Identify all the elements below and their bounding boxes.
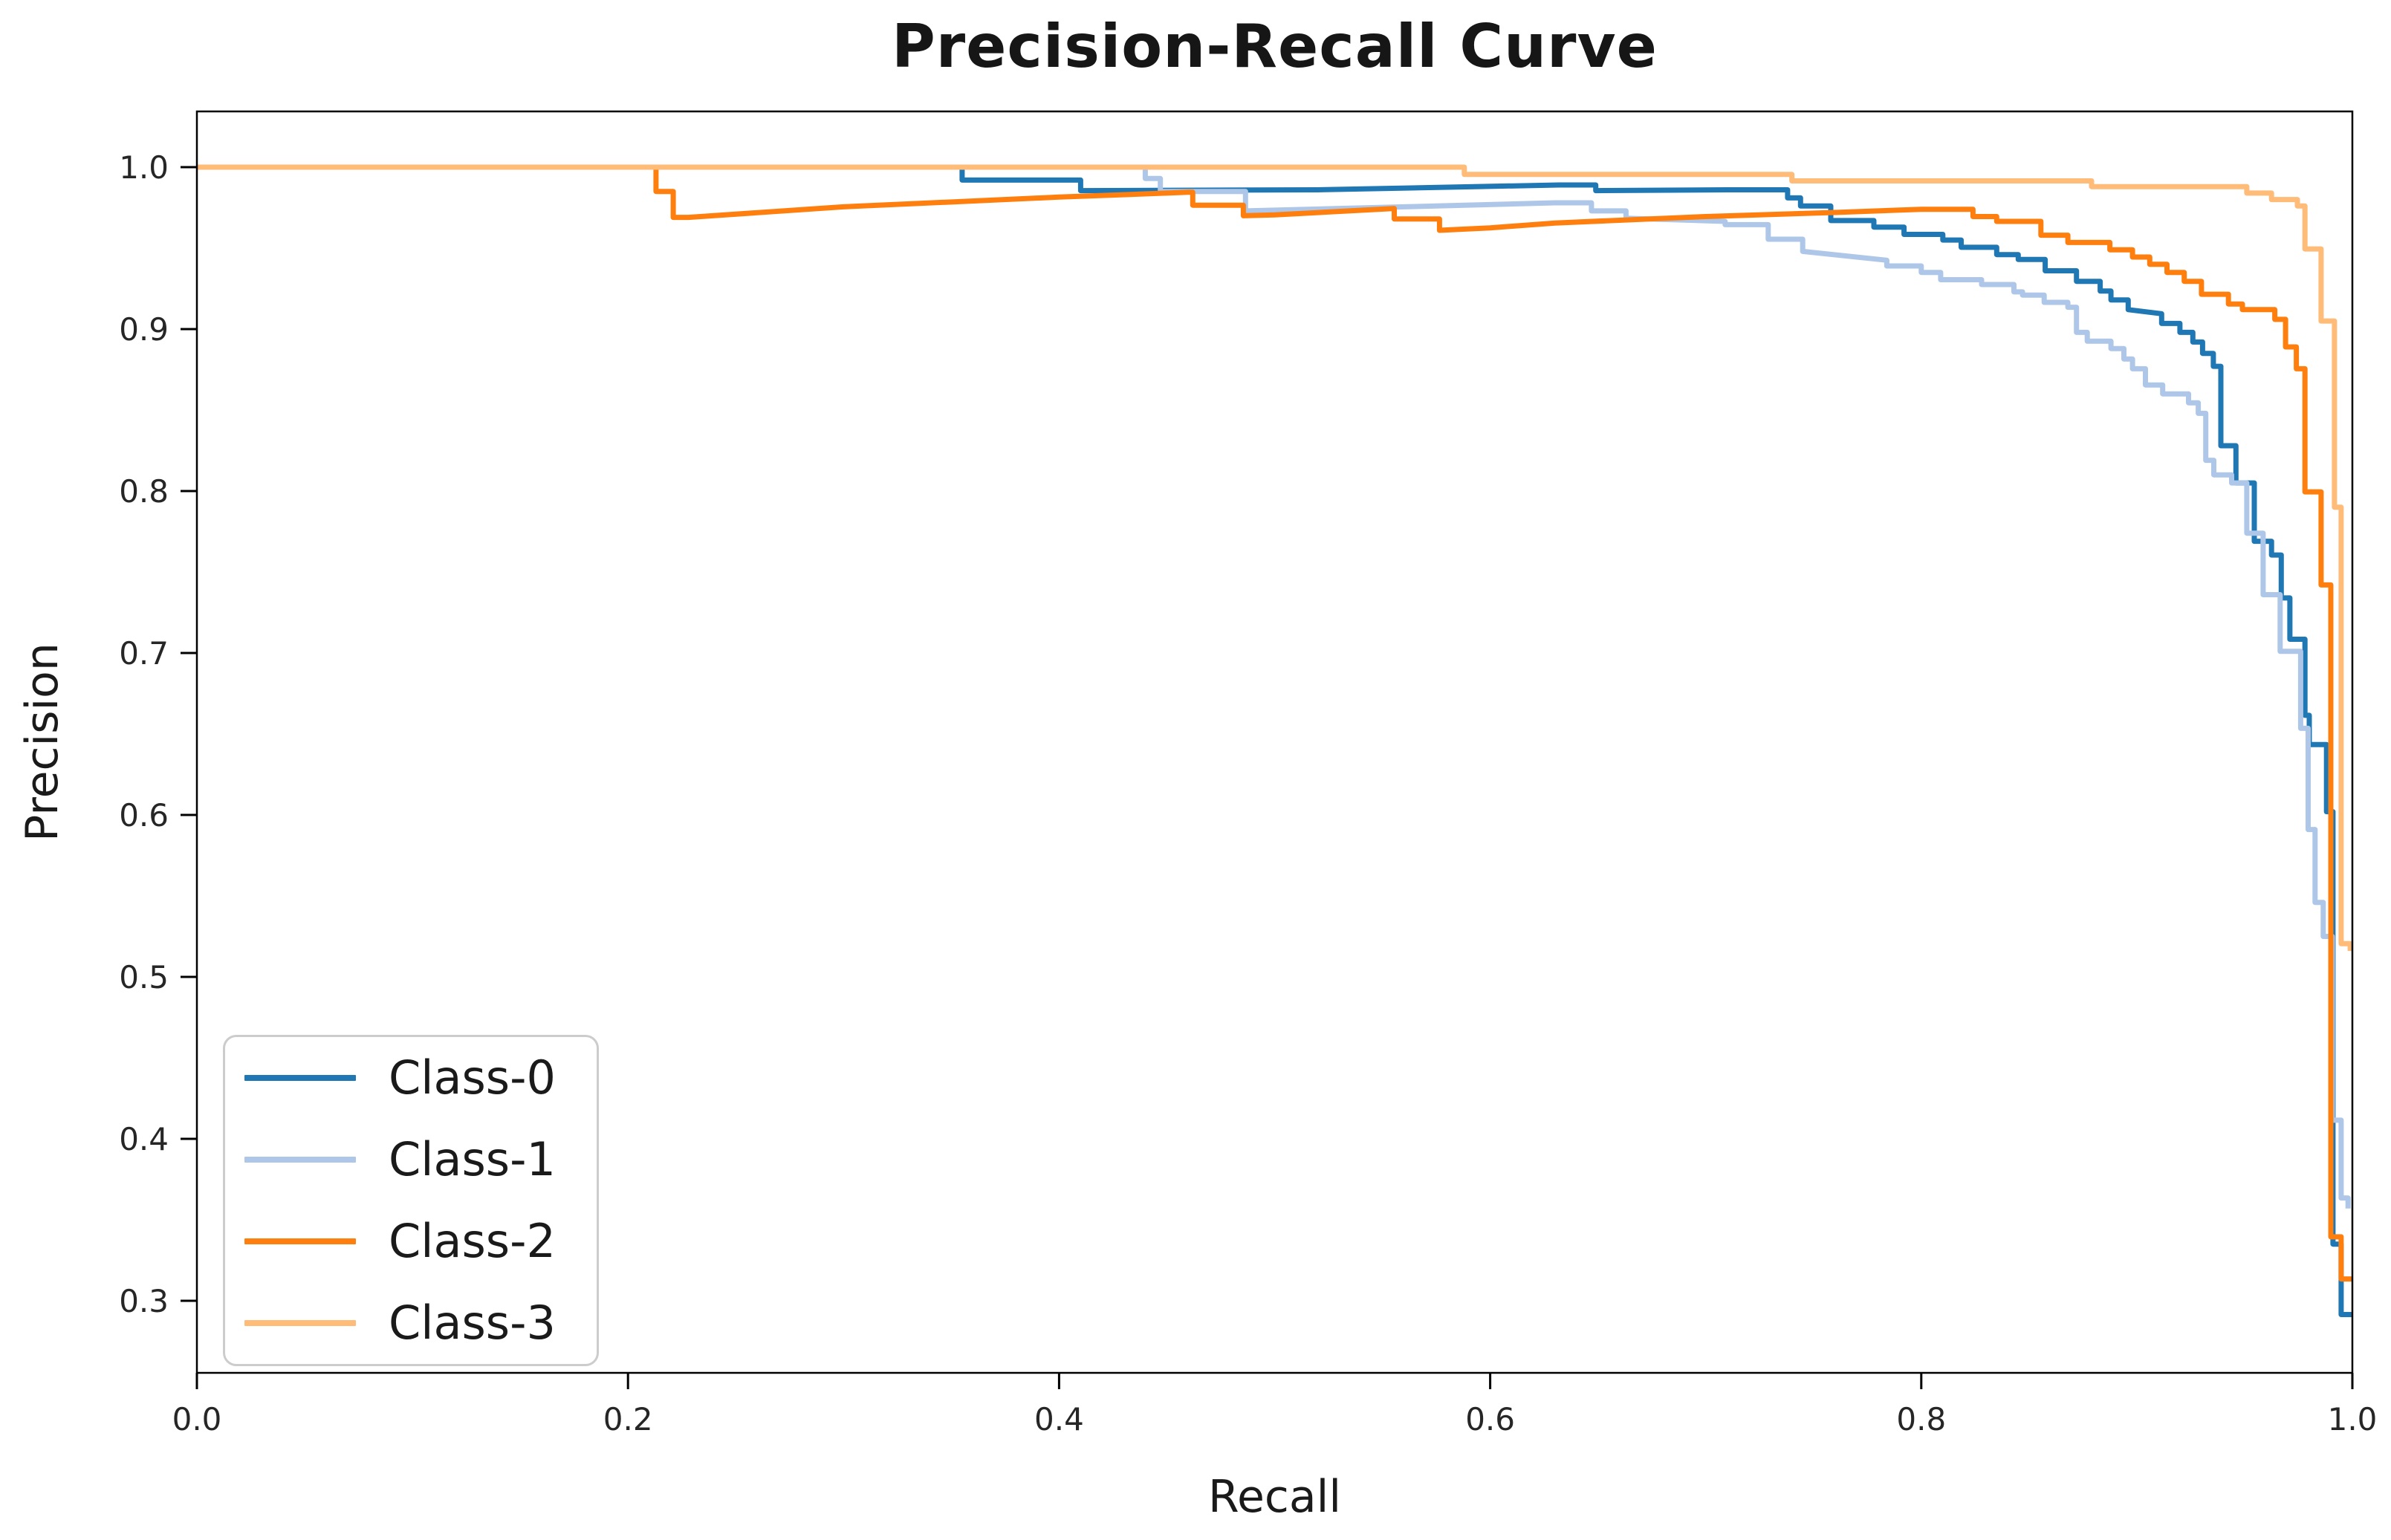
legend-row: Class-1	[244, 1137, 597, 1183]
y-tick-label: 0.4	[119, 1121, 169, 1157]
legend-label: Class-0	[389, 1050, 556, 1105]
legend-row: Class-3	[244, 1300, 597, 1346]
y-tick-label: 0.9	[119, 311, 169, 348]
x-axis-label: Recall	[1207, 1471, 1341, 1523]
legend-line-sample-class-1	[244, 1157, 356, 1163]
x-tick-label: 1.0	[2328, 1401, 2378, 1437]
x-tick-label: 0.8	[1896, 1401, 1946, 1437]
x-tick-label: 0.0	[172, 1401, 222, 1437]
legend-line-sample-class-0	[244, 1075, 356, 1081]
y-tick-label: 0.3	[119, 1283, 169, 1319]
series-line-class-2	[197, 164, 2352, 1282]
legend-row: Class-2	[244, 1218, 597, 1264]
legend-label: Class-1	[389, 1132, 556, 1186]
y-axis-label: Precision	[16, 643, 68, 842]
chart-title: Precision-Recall Curve	[892, 12, 1658, 81]
y-tick-label: 1.0	[119, 149, 169, 186]
legend-label: Class-2	[389, 1214, 556, 1268]
plot-border	[195, 110, 2354, 1374]
y-tick-label: 0.8	[119, 473, 169, 510]
series-line-class-0	[197, 164, 2352, 1317]
x-tick-label: 0.4	[1034, 1401, 1084, 1437]
legend-row: Class-0	[244, 1055, 597, 1101]
legend-line-sample-class-3	[244, 1320, 356, 1326]
x-tick-label: 0.6	[1465, 1401, 1515, 1437]
x-tick-label: 0.2	[603, 1401, 653, 1437]
series-line-class-1	[197, 164, 2351, 1209]
y-tick-label: 0.5	[119, 959, 169, 995]
legend-label: Class-3	[389, 1296, 556, 1350]
legend-line-sample-class-2	[244, 1238, 356, 1244]
legend: Class-0 Class-1 Class-2 Class-3	[223, 1035, 599, 1366]
series-line-class-3	[197, 164, 2353, 952]
y-tick-label: 0.7	[119, 635, 169, 672]
y-tick-label: 0.6	[119, 797, 169, 834]
